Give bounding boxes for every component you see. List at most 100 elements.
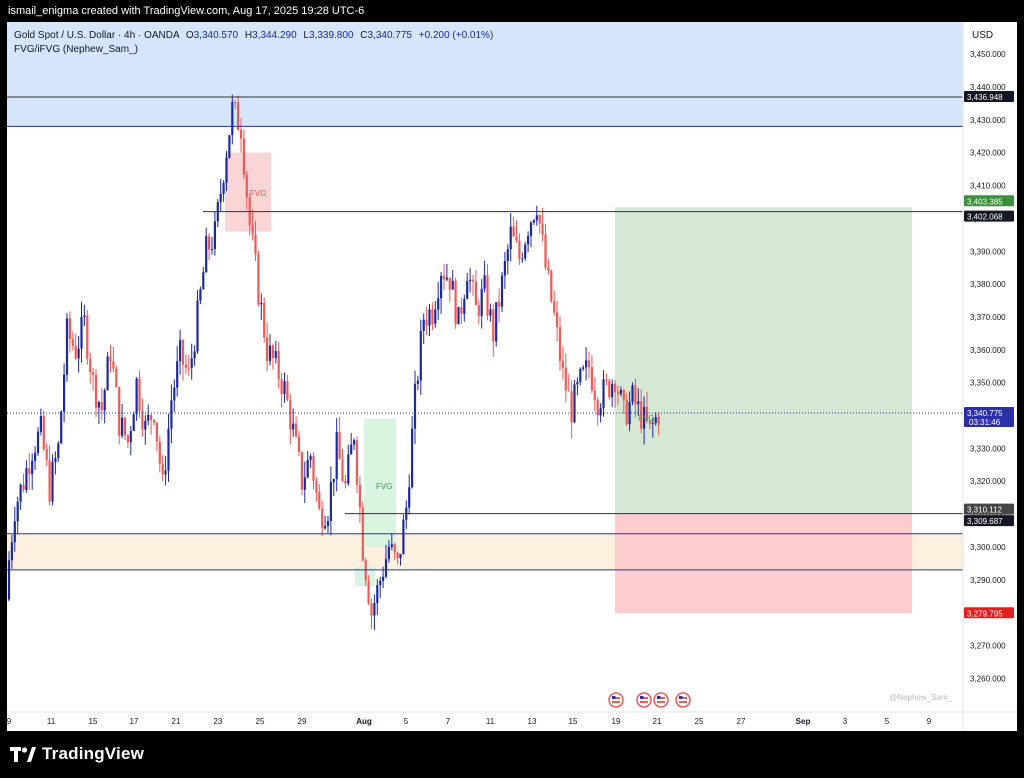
currency-label[interactable]: USD [972, 30, 993, 41]
price-tag[interactable] [964, 607, 1014, 619]
us-event-flag-icon[interactable] [675, 692, 691, 708]
candle-body [396, 552, 399, 559]
candle-body [109, 356, 112, 362]
candle-body [306, 459, 309, 478]
candle-body [115, 368, 118, 388]
candle-body [121, 417, 124, 436]
price-chart[interactable]: Gold Spot / U.S. Dollar · 4h · OANDA O3,… [7, 22, 1017, 731]
candle-body [590, 367, 593, 391]
y-tick-label: 3,390.000 [970, 247, 1006, 256]
stop-loss-zone[interactable] [615, 513, 912, 614]
price-tag[interactable] [964, 515, 1014, 527]
flag-canton [640, 696, 644, 699]
candle-body [599, 408, 602, 416]
ohlc-high: 3,344.290 [252, 30, 297, 41]
candle-body [51, 462, 54, 502]
candle-body [225, 157, 228, 183]
candle-body [370, 603, 373, 616]
flag-canton [612, 696, 616, 699]
candle-body [347, 454, 350, 484]
profit-target-zone[interactable] [615, 207, 912, 514]
candle-body [399, 554, 402, 559]
us-event-flag-icon[interactable] [636, 692, 652, 708]
y-tick-label: 3,430.000 [970, 116, 1006, 125]
candle-body [268, 345, 272, 361]
candle-body [54, 458, 57, 463]
y-tick-label: 3,450.000 [970, 50, 1006, 59]
candle-body [602, 379, 605, 409]
candle-body [167, 428, 170, 471]
candle-body [341, 459, 344, 481]
candle-body [34, 453, 37, 461]
candle-body [152, 420, 156, 423]
candle-body [202, 272, 205, 290]
candle-body [106, 356, 109, 391]
candle-body [379, 580, 382, 586]
tradingview-logo[interactable]: TradingView [10, 742, 144, 766]
flag-badge [608, 692, 624, 708]
candle-body [324, 525, 327, 529]
candle-body [245, 174, 248, 198]
candle-body [564, 367, 567, 391]
candle-body [495, 302, 498, 342]
price-tag[interactable] [964, 195, 1014, 207]
price-tag-label: 3,309.687 [967, 517, 1003, 526]
candle-body [132, 414, 135, 431]
candle-body [173, 387, 176, 401]
candle-body [376, 585, 379, 603]
price-tag[interactable] [964, 91, 1014, 103]
candle-body [355, 440, 359, 485]
candle-body [529, 222, 533, 236]
candle-body [344, 480, 347, 484]
candle-body [16, 501, 19, 522]
x-tick-label: 21 [653, 717, 662, 726]
candle-body [512, 226, 515, 237]
price-tag-label: 3,403.385 [967, 197, 1003, 206]
price-tag[interactable] [964, 406, 1014, 427]
candle-body [628, 401, 631, 425]
candle-body [506, 249, 509, 261]
us-event-flag-icon[interactable] [653, 692, 669, 708]
candle-body [518, 240, 521, 259]
candle-body [289, 399, 292, 430]
candle-body [280, 379, 283, 394]
price-tag[interactable] [964, 503, 1014, 515]
indicator-label[interactable]: FVG/iFVG (Nephew_Sam_) [14, 44, 138, 55]
candle-body [558, 327, 562, 362]
candle-body [608, 380, 611, 398]
candle-body [292, 423, 295, 430]
candle-body [144, 420, 147, 430]
candle-body [129, 430, 132, 443]
candle-body [338, 432, 341, 460]
chart-frame[interactable]: Gold Spot / U.S. Dollar · 4h · OANDA O3,… [7, 22, 1017, 731]
candle-body [77, 348, 80, 359]
candle-body [13, 521, 16, 543]
flag-stripe [657, 701, 665, 703]
candle-body [367, 580, 370, 604]
fvg-box [364, 418, 396, 547]
us-event-flag-icon[interactable] [608, 692, 624, 708]
price-tag[interactable] [964, 210, 1014, 222]
ohlc-low: 3,339.800 [309, 30, 354, 41]
candle-body [648, 420, 651, 424]
candle-body [39, 415, 42, 432]
candle-body [616, 392, 620, 394]
candle-body [100, 402, 103, 411]
candle-body [350, 444, 353, 455]
candle-body [155, 422, 158, 442]
price-tag-label: 3,340.775 [967, 409, 1003, 418]
candle-body [587, 360, 591, 368]
symbol-title: Gold Spot / U.S. Dollar · 4h · OANDA [14, 30, 180, 41]
candle-body [431, 309, 434, 324]
candle-body [147, 414, 150, 421]
candle-body [535, 215, 538, 221]
candle-body [80, 316, 83, 349]
candle-body [83, 315, 86, 317]
candle-body [138, 378, 141, 411]
price-tag-label: 3,310.112 [967, 506, 1003, 515]
candle-body [451, 280, 454, 290]
candle-body [561, 361, 564, 368]
candle-body [176, 361, 179, 388]
candle-body [74, 345, 77, 359]
candle-body [556, 312, 559, 328]
